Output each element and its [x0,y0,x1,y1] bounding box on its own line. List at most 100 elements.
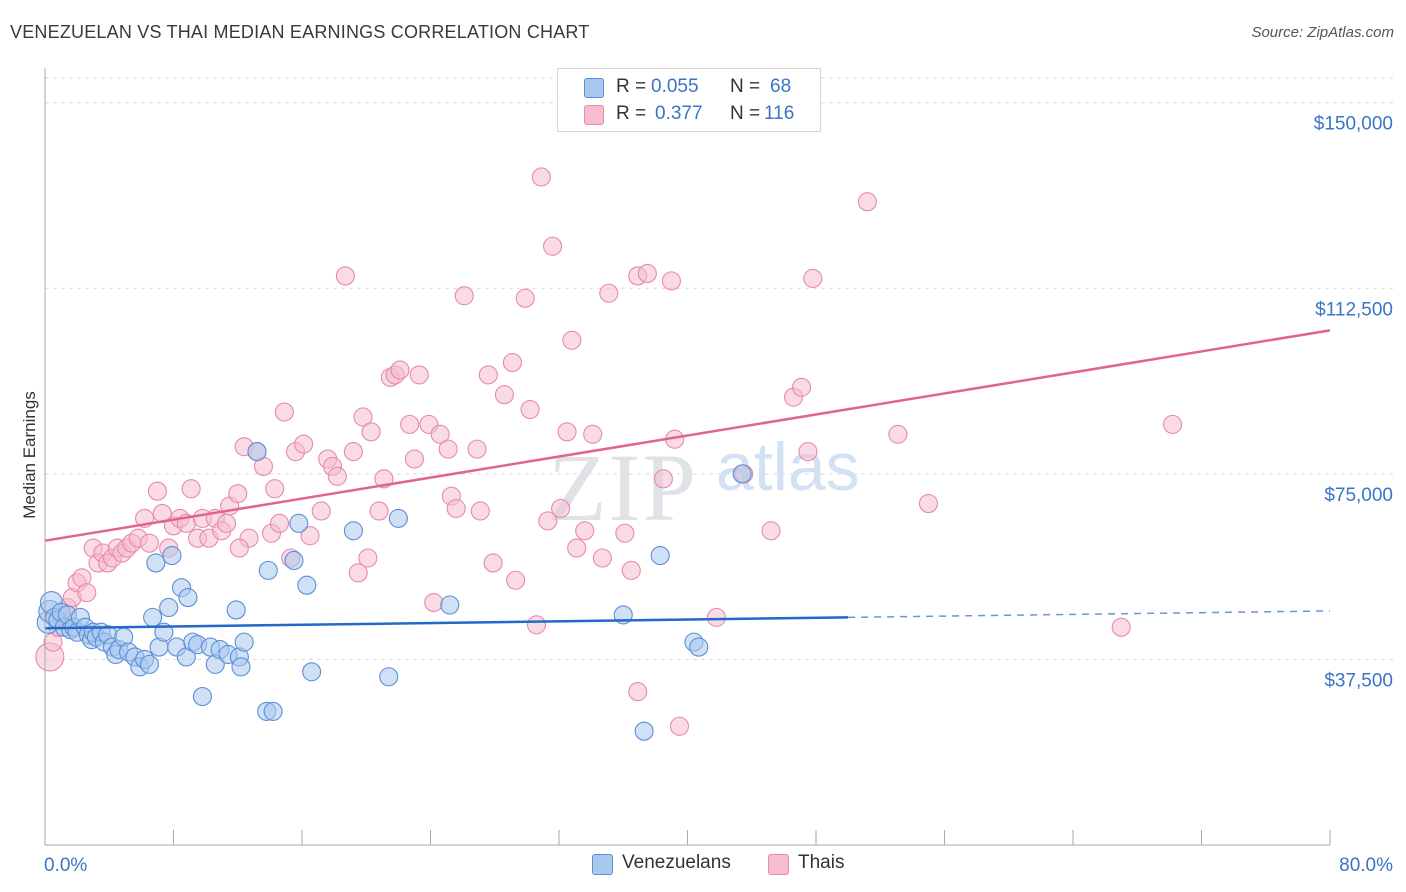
thais-point [470,501,490,521]
legend-swatch-thais [584,105,604,125]
venezuelans-point [379,667,399,687]
venezuelans-point [650,545,670,566]
thais-point [181,479,201,499]
thais-point [335,266,355,286]
thais-point [400,414,420,434]
venezuelans-point [162,545,182,566]
thais-point [888,424,908,444]
thais-point [361,422,381,442]
points-layer [35,167,1183,741]
legend-r-label: R = [616,103,647,124]
thais-point [430,424,450,444]
thais-point [327,466,347,486]
venezuelans-point [343,521,363,541]
venezuelans-point [226,600,246,620]
x-tick-label-max: 80.0% [1339,855,1393,876]
thais-point [506,570,526,590]
thais-point [628,682,648,702]
thais-point [139,533,159,553]
bottom-legend-label: Venezuelans [622,852,731,873]
thais-point [274,402,294,422]
thais-point [798,442,818,462]
thais-point [531,167,551,187]
venezuelans-point [440,595,460,615]
venezuelans-trend-line [44,616,849,630]
thais-point [583,424,603,444]
thais-point [446,498,466,519]
bottom-legend-swatch-thais [768,854,789,875]
legend-swatch-venezuelans [584,78,604,98]
grid-layer [45,77,1395,660]
thais-point [265,479,285,499]
thais-point [467,439,487,459]
thais-point [294,434,314,454]
legend-r-label: R = [616,76,647,97]
legend-n-label: N = [730,76,761,97]
thais-point [706,607,726,627]
thais-point [515,288,535,308]
venezuelans-point [247,442,267,462]
thais-point [369,501,389,521]
thais-point [557,422,577,442]
thais-point [483,553,503,573]
venezuelans-point [302,662,322,682]
bottom-legend-swatch-venezuelans [592,854,613,875]
thais-point [300,526,320,546]
axis-layer: $37,500 $75,000 $112,500 $150,000 0.0% 80.0% M… [20,68,1393,876]
venezuelans-point [297,575,317,595]
venezuelans-point [143,607,163,627]
thais-point [454,286,474,306]
thais-point [918,494,938,514]
thais-point [390,360,410,380]
thais-point [409,365,429,385]
thais-point [229,538,249,558]
thais-point [543,236,563,256]
thais-point [575,521,595,541]
y-tick-label: $150,000 [1314,114,1393,135]
venezuelans-point [192,686,212,707]
thais-point [526,615,547,635]
thais-point [358,548,378,568]
thais-point [311,501,331,521]
thais-point [424,592,444,613]
chart-title: VENEZUELAN VS THAI MEDIAN EARNINGS CORRE… [10,22,590,42]
thais-point [562,330,582,350]
bottom-legend-label: Thais [798,852,845,873]
venezuelans-point [258,560,278,580]
thais-point [621,560,641,580]
venezuelans-point [234,632,254,652]
thais-point [502,352,522,373]
venezuelans-point [689,637,709,657]
venezuelans-point [159,597,179,618]
thais-point [551,498,571,519]
source-note: Source: ZipAtlas.com [1251,24,1394,41]
thais-point [494,385,514,405]
stats-legend: R = 0.055 N = 68 R = 0.377 N = 116 [557,68,821,132]
thais-point [269,513,290,533]
thais-point [761,521,781,541]
venezuelans-trend-extension [848,610,1331,619]
thais-point [803,268,823,288]
y-tick-label: $112,500 [1315,299,1393,320]
thais-point [669,716,690,736]
thais-point [791,377,812,397]
watermark-zip: ZIP [548,434,698,541]
thais-point [228,484,248,504]
thais-point [592,548,612,568]
thais-point [438,439,458,459]
thais-point [857,192,877,212]
thais-point [348,563,368,583]
thais-point [615,523,635,543]
thais-point [661,271,681,291]
venezuelans-point [289,513,309,533]
thais-point [520,399,540,420]
venezuelans-point [178,588,198,608]
legend-r-value: 0.377 [655,103,703,124]
thais-point [147,481,167,501]
thais-point [1111,617,1131,637]
thais-point [599,283,619,303]
y-tick-label: $37,500 [1324,670,1393,691]
y-tick-label: $75,000 [1324,485,1393,506]
thais-point [567,538,587,558]
